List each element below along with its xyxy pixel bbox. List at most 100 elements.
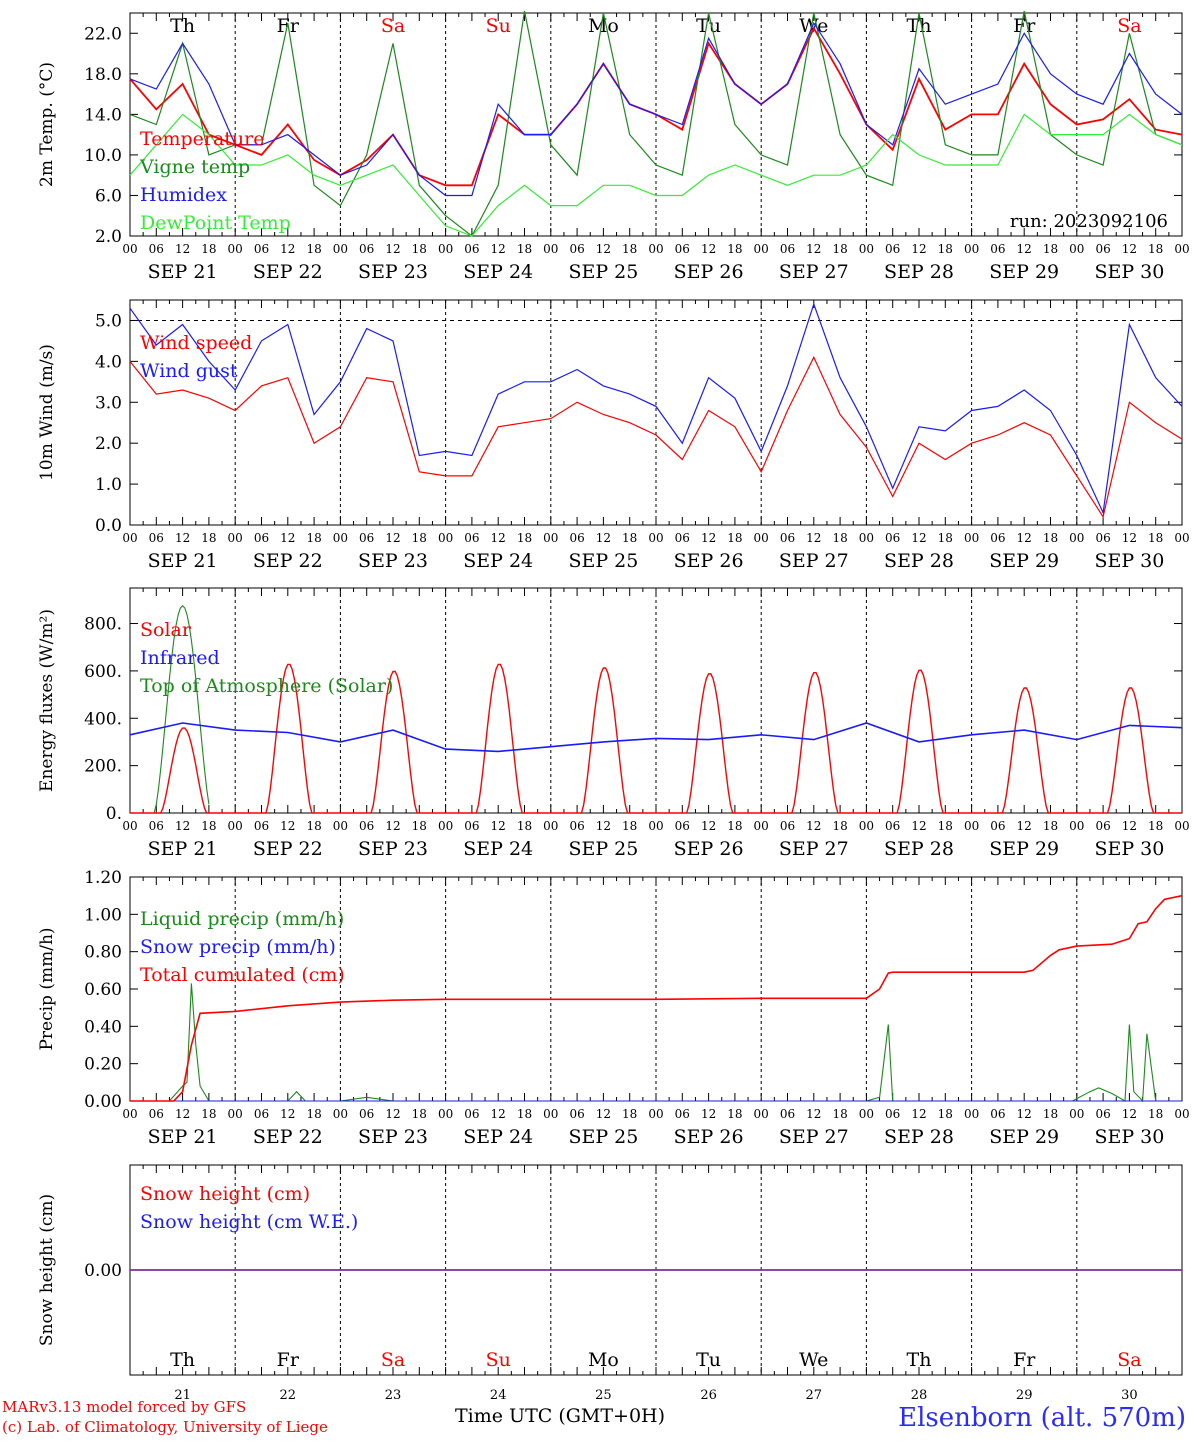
x-hour-label: 18 xyxy=(412,819,427,833)
x-hour-label: 12 xyxy=(491,531,506,545)
legend-entry: Infrared xyxy=(140,647,220,669)
y-tick-label: 800. xyxy=(84,615,122,635)
day-name-label: Fr xyxy=(1013,15,1036,37)
x-hour-label: 18 xyxy=(622,531,637,545)
x-hour-label: 18 xyxy=(201,531,216,545)
y-tick-label: 18.0 xyxy=(84,65,122,85)
x-hour-label: 00 xyxy=(438,819,453,833)
legend-entry: Humidex xyxy=(140,184,227,206)
x-hour-label: 00 xyxy=(1069,242,1084,256)
run-label: run: 2023092106 xyxy=(1010,211,1168,232)
y-tick-label: 4.0 xyxy=(95,352,122,372)
y-tick-label: 6.0 xyxy=(95,186,122,206)
x-hour-label: 06 xyxy=(675,531,690,545)
x-hour-label: 18 xyxy=(1148,242,1163,256)
day-name-label: Sa xyxy=(1117,1349,1141,1371)
x-hour-label: 06 xyxy=(885,531,900,545)
x-hour-label: 00 xyxy=(1069,1107,1084,1121)
x-hour-label: 06 xyxy=(359,242,374,256)
x-hour-label: 18 xyxy=(727,242,742,256)
x-hour-label: 06 xyxy=(885,819,900,833)
x-hour-label: 18 xyxy=(306,1107,321,1121)
x-hour-label: 06 xyxy=(1095,1107,1110,1121)
x-hour-label: 00 xyxy=(964,531,979,545)
x-hour-label: 00 xyxy=(228,242,243,256)
legend-entry: Vigne temp xyxy=(139,156,250,178)
x-hour-label: 06 xyxy=(359,531,374,545)
x-hour-label: 18 xyxy=(1148,819,1163,833)
x-hour-label: 00 xyxy=(438,531,453,545)
x-hour-label: 18 xyxy=(622,1107,637,1121)
x-date-label: SEP 30 xyxy=(1094,550,1164,572)
x-hour-label: 00 xyxy=(648,1107,663,1121)
x-hour-label: 00 xyxy=(648,242,663,256)
series-line-humidex xyxy=(129,21,1183,197)
x-hour-label: 12 xyxy=(175,242,190,256)
x-hour-label: 06 xyxy=(149,819,164,833)
day-name-label: We xyxy=(799,1349,828,1371)
x-hour-label: 06 xyxy=(254,531,269,545)
x-date-label: SEP 26 xyxy=(674,261,744,283)
day-number-label: 28 xyxy=(911,1388,928,1403)
x-hour-label: 06 xyxy=(254,242,269,256)
x-hour-label: 18 xyxy=(412,531,427,545)
x-hour-label: 06 xyxy=(675,242,690,256)
x-hour-label: 12 xyxy=(911,1107,926,1121)
x-hour-label: 18 xyxy=(938,531,953,545)
y-tick-label: 0.40 xyxy=(84,1017,122,1037)
x-hour-label: 18 xyxy=(306,819,321,833)
x-hour-label: 12 xyxy=(911,242,926,256)
day-number-label: 27 xyxy=(806,1388,823,1403)
x-hour-label: 06 xyxy=(464,819,479,833)
day-name-label: Fr xyxy=(1013,1349,1036,1371)
x-hour-label: 12 xyxy=(175,1107,190,1121)
day-name-label: We xyxy=(799,15,828,37)
x-hour-label: 06 xyxy=(359,1107,374,1121)
y-tick-label: 1.0 xyxy=(95,475,122,495)
day-number-label: 23 xyxy=(385,1388,402,1403)
day-number-label: 29 xyxy=(1016,1388,1033,1403)
x-date-label: SEP 27 xyxy=(779,838,849,860)
x-date-label: SEP 27 xyxy=(779,1126,849,1148)
x-hour-label: 06 xyxy=(569,1107,584,1121)
x-hour-label: 00 xyxy=(754,819,769,833)
x-date-label: SEP 24 xyxy=(463,1126,533,1148)
x-date-label: SEP 26 xyxy=(674,550,744,572)
x-date-label: SEP 21 xyxy=(148,838,218,860)
x-hour-label: 12 xyxy=(280,242,295,256)
y-tick-label: 3.0 xyxy=(95,393,122,413)
x-date-label: SEP 21 xyxy=(148,1126,218,1148)
x-hour-label: 00 xyxy=(754,531,769,545)
x-hour-label: 18 xyxy=(1148,531,1163,545)
x-hour-label: 00 xyxy=(543,531,558,545)
day-name-label: Sa xyxy=(381,15,405,37)
x-hour-label: 12 xyxy=(1122,531,1137,545)
credit-line-1: MARv3.13 model forced by GFS xyxy=(2,1398,247,1416)
x-hour-label: 12 xyxy=(1017,531,1032,545)
legend-entry: Total cumulated (cm) xyxy=(140,964,345,986)
y-tick-label: 0.20 xyxy=(84,1055,122,1075)
day-name-label: Tu xyxy=(696,15,721,37)
x-hour-label: 18 xyxy=(832,531,847,545)
x-hour-label: 18 xyxy=(727,531,742,545)
day-name-label: Mo xyxy=(588,15,619,37)
x-date-label: SEP 26 xyxy=(674,838,744,860)
credit-line-2: (c) Lab. of Climatology, University of L… xyxy=(2,1418,328,1436)
day-number-label: 21 xyxy=(174,1388,191,1403)
x-date-label: SEP 28 xyxy=(884,1126,954,1148)
day-number-label: 22 xyxy=(280,1388,297,1403)
y-tick-label: 5.0 xyxy=(95,311,122,331)
x-hour-label: 12 xyxy=(1122,1107,1137,1121)
x-hour-label: 06 xyxy=(780,819,795,833)
x-hour-label: 18 xyxy=(1043,531,1058,545)
legend-entry: Top of Atmosphere (Solar) xyxy=(140,675,393,697)
x-hour-label: 00 xyxy=(228,1107,243,1121)
y-axis-label: Energy fluxes (W/m²) xyxy=(37,609,57,792)
x-hour-label: 06 xyxy=(780,242,795,256)
x-hour-label: 06 xyxy=(1095,242,1110,256)
x-hour-label: 00 xyxy=(122,819,137,833)
x-hour-label: 18 xyxy=(727,1107,742,1121)
legend-entry: Wind speed xyxy=(140,332,252,354)
x-hour-label: 18 xyxy=(938,1107,953,1121)
x-hour-label: 18 xyxy=(306,531,321,545)
